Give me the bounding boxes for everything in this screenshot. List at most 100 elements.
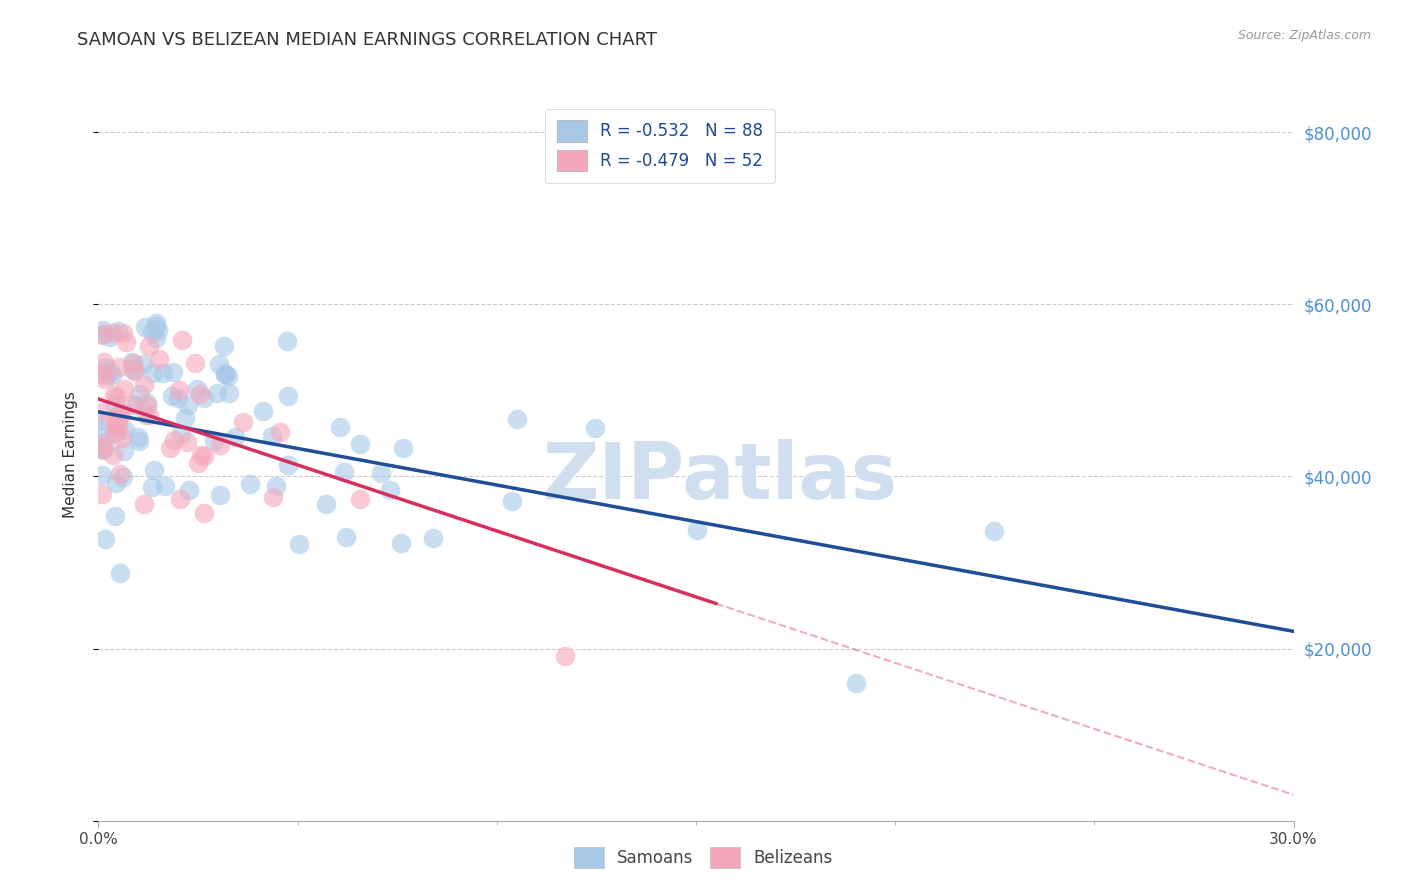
Point xyxy=(111,431,134,445)
Point xyxy=(112,382,135,396)
Point xyxy=(94,359,117,374)
Point xyxy=(176,435,198,450)
Point xyxy=(138,408,160,422)
Point xyxy=(145,331,167,345)
Text: SAMOAN VS BELIZEAN MEDIAN EARNINGS CORRELATION CHART: SAMOAN VS BELIZEAN MEDIAN EARNINGS CORRE… xyxy=(77,31,658,49)
Point xyxy=(91,442,114,457)
Point xyxy=(380,483,402,497)
Point xyxy=(104,476,127,491)
Point xyxy=(148,323,170,337)
Point xyxy=(148,351,170,366)
Point xyxy=(170,427,193,442)
Point xyxy=(104,397,127,411)
Point xyxy=(91,425,114,439)
Point xyxy=(112,326,135,340)
Point xyxy=(112,470,135,484)
Point xyxy=(91,414,114,428)
Point xyxy=(845,676,868,690)
Point xyxy=(134,319,156,334)
Point xyxy=(98,330,121,344)
Point xyxy=(103,426,125,441)
Point xyxy=(104,390,127,404)
Point xyxy=(392,441,415,455)
Point xyxy=(124,362,146,376)
Point xyxy=(169,491,191,506)
Point xyxy=(100,368,122,382)
Point xyxy=(188,387,211,401)
Point xyxy=(422,531,444,545)
Point xyxy=(193,449,215,463)
Point xyxy=(190,448,212,462)
Point xyxy=(138,338,160,352)
Point xyxy=(108,409,131,423)
Point xyxy=(125,398,148,412)
Point xyxy=(214,367,236,381)
Point xyxy=(107,420,129,434)
Text: ZIPatlas: ZIPatlas xyxy=(543,439,897,515)
Point xyxy=(110,406,132,420)
Point xyxy=(167,391,190,405)
Point xyxy=(103,387,125,401)
Point xyxy=(112,443,135,458)
Point xyxy=(93,442,115,457)
Point xyxy=(135,408,157,422)
Point xyxy=(136,396,159,410)
Point xyxy=(127,430,149,444)
Point xyxy=(91,487,114,501)
Point xyxy=(506,412,529,426)
Point xyxy=(983,524,1005,538)
Point xyxy=(187,456,209,470)
Point xyxy=(104,508,127,523)
Point xyxy=(186,382,208,396)
Point xyxy=(583,421,606,435)
Point xyxy=(162,365,184,379)
Point xyxy=(93,435,115,450)
Point xyxy=(315,497,337,511)
Point xyxy=(121,354,143,368)
Legend: Samoans, Belizeans: Samoans, Belizeans xyxy=(567,840,839,875)
Point xyxy=(349,437,371,451)
Point xyxy=(91,328,114,343)
Point xyxy=(218,385,240,400)
Point xyxy=(145,317,167,331)
Point xyxy=(183,356,205,370)
Point xyxy=(135,398,157,412)
Point xyxy=(122,364,145,378)
Point xyxy=(100,365,122,379)
Point xyxy=(252,404,274,418)
Point xyxy=(217,368,239,383)
Point xyxy=(121,397,143,411)
Text: Source: ZipAtlas.com: Source: ZipAtlas.com xyxy=(1237,29,1371,42)
Point xyxy=(277,389,299,403)
Point xyxy=(91,323,114,337)
Point xyxy=(105,425,128,439)
Point xyxy=(332,466,354,480)
Point xyxy=(288,536,311,550)
Point xyxy=(128,434,150,449)
Point xyxy=(208,357,231,371)
Point xyxy=(214,368,236,382)
Point xyxy=(142,366,165,380)
Point xyxy=(91,367,114,381)
Point xyxy=(208,488,231,502)
Point xyxy=(108,467,131,481)
Legend: R = -0.532   N = 88, R = -0.479   N = 52: R = -0.532 N = 88, R = -0.479 N = 52 xyxy=(546,109,775,183)
Point xyxy=(114,423,136,437)
Point xyxy=(239,477,262,491)
Point xyxy=(177,398,200,412)
Point xyxy=(501,493,523,508)
Point xyxy=(269,425,291,440)
Point xyxy=(260,429,283,443)
Point xyxy=(193,506,215,520)
Point xyxy=(129,386,152,401)
Point xyxy=(209,438,232,452)
Point xyxy=(103,448,125,462)
Point xyxy=(276,334,298,348)
Point xyxy=(349,491,371,506)
Point xyxy=(264,479,287,493)
Point xyxy=(91,404,114,418)
Point xyxy=(686,523,709,537)
Point xyxy=(91,437,114,451)
Point xyxy=(141,325,163,339)
Point xyxy=(174,411,197,425)
